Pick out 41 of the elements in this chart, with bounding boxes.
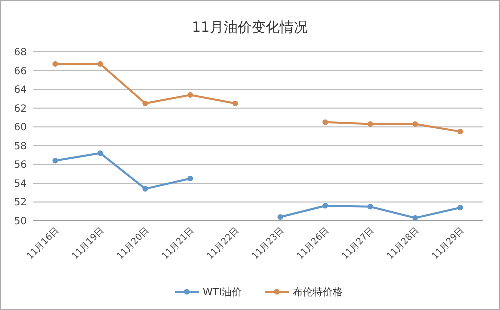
x-tick-label: 11月16日 bbox=[26, 226, 62, 262]
x-tick-label: 11月20日 bbox=[116, 226, 152, 262]
y-tick-label: 64 bbox=[14, 85, 27, 96]
point bbox=[368, 204, 374, 210]
point bbox=[142, 186, 148, 192]
point bbox=[188, 176, 194, 182]
y-tick-label: 54 bbox=[14, 178, 27, 190]
x-tick-label: 11月19日 bbox=[70, 226, 107, 262]
point bbox=[322, 120, 328, 126]
x-tick-label: 11月29日 bbox=[430, 226, 467, 262]
point bbox=[188, 92, 194, 98]
y-tick-label: 56 bbox=[14, 160, 27, 172]
point bbox=[368, 121, 374, 128]
point bbox=[458, 205, 464, 211]
x-tick-label: 11月23日 bbox=[250, 226, 287, 262]
x-tick-label: 11月28日 bbox=[386, 226, 422, 262]
y-tick-label: 60 bbox=[14, 122, 27, 134]
x-tick-label: 11月27日 bbox=[340, 226, 377, 262]
point bbox=[52, 158, 58, 164]
point bbox=[142, 100, 148, 106]
point bbox=[458, 129, 464, 135]
chart-title: 11月油价变化情况 bbox=[192, 20, 308, 36]
y-tick-label: 68 bbox=[14, 48, 27, 58]
legend-label: WTI油价 bbox=[203, 286, 242, 298]
point bbox=[412, 215, 418, 221]
point bbox=[52, 61, 58, 68]
point bbox=[412, 121, 418, 128]
point bbox=[232, 100, 238, 106]
point bbox=[322, 203, 328, 209]
x-tick-label: 11月22日 bbox=[206, 226, 242, 262]
legend-label: 布伦特价格 bbox=[293, 286, 343, 298]
point bbox=[278, 214, 284, 220]
point bbox=[98, 61, 104, 68]
y-tick-label: 62 bbox=[14, 104, 27, 115]
y-tick-label: 50 bbox=[14, 216, 27, 228]
x-tick-label: 11月26日 bbox=[296, 226, 332, 262]
y-tick-label: 66 bbox=[14, 66, 27, 78]
y-tick-label: 52 bbox=[14, 198, 27, 209]
x-tick-label: 11月21日 bbox=[160, 226, 197, 262]
y-tick-label: 58 bbox=[14, 141, 27, 152]
point bbox=[98, 150, 104, 156]
